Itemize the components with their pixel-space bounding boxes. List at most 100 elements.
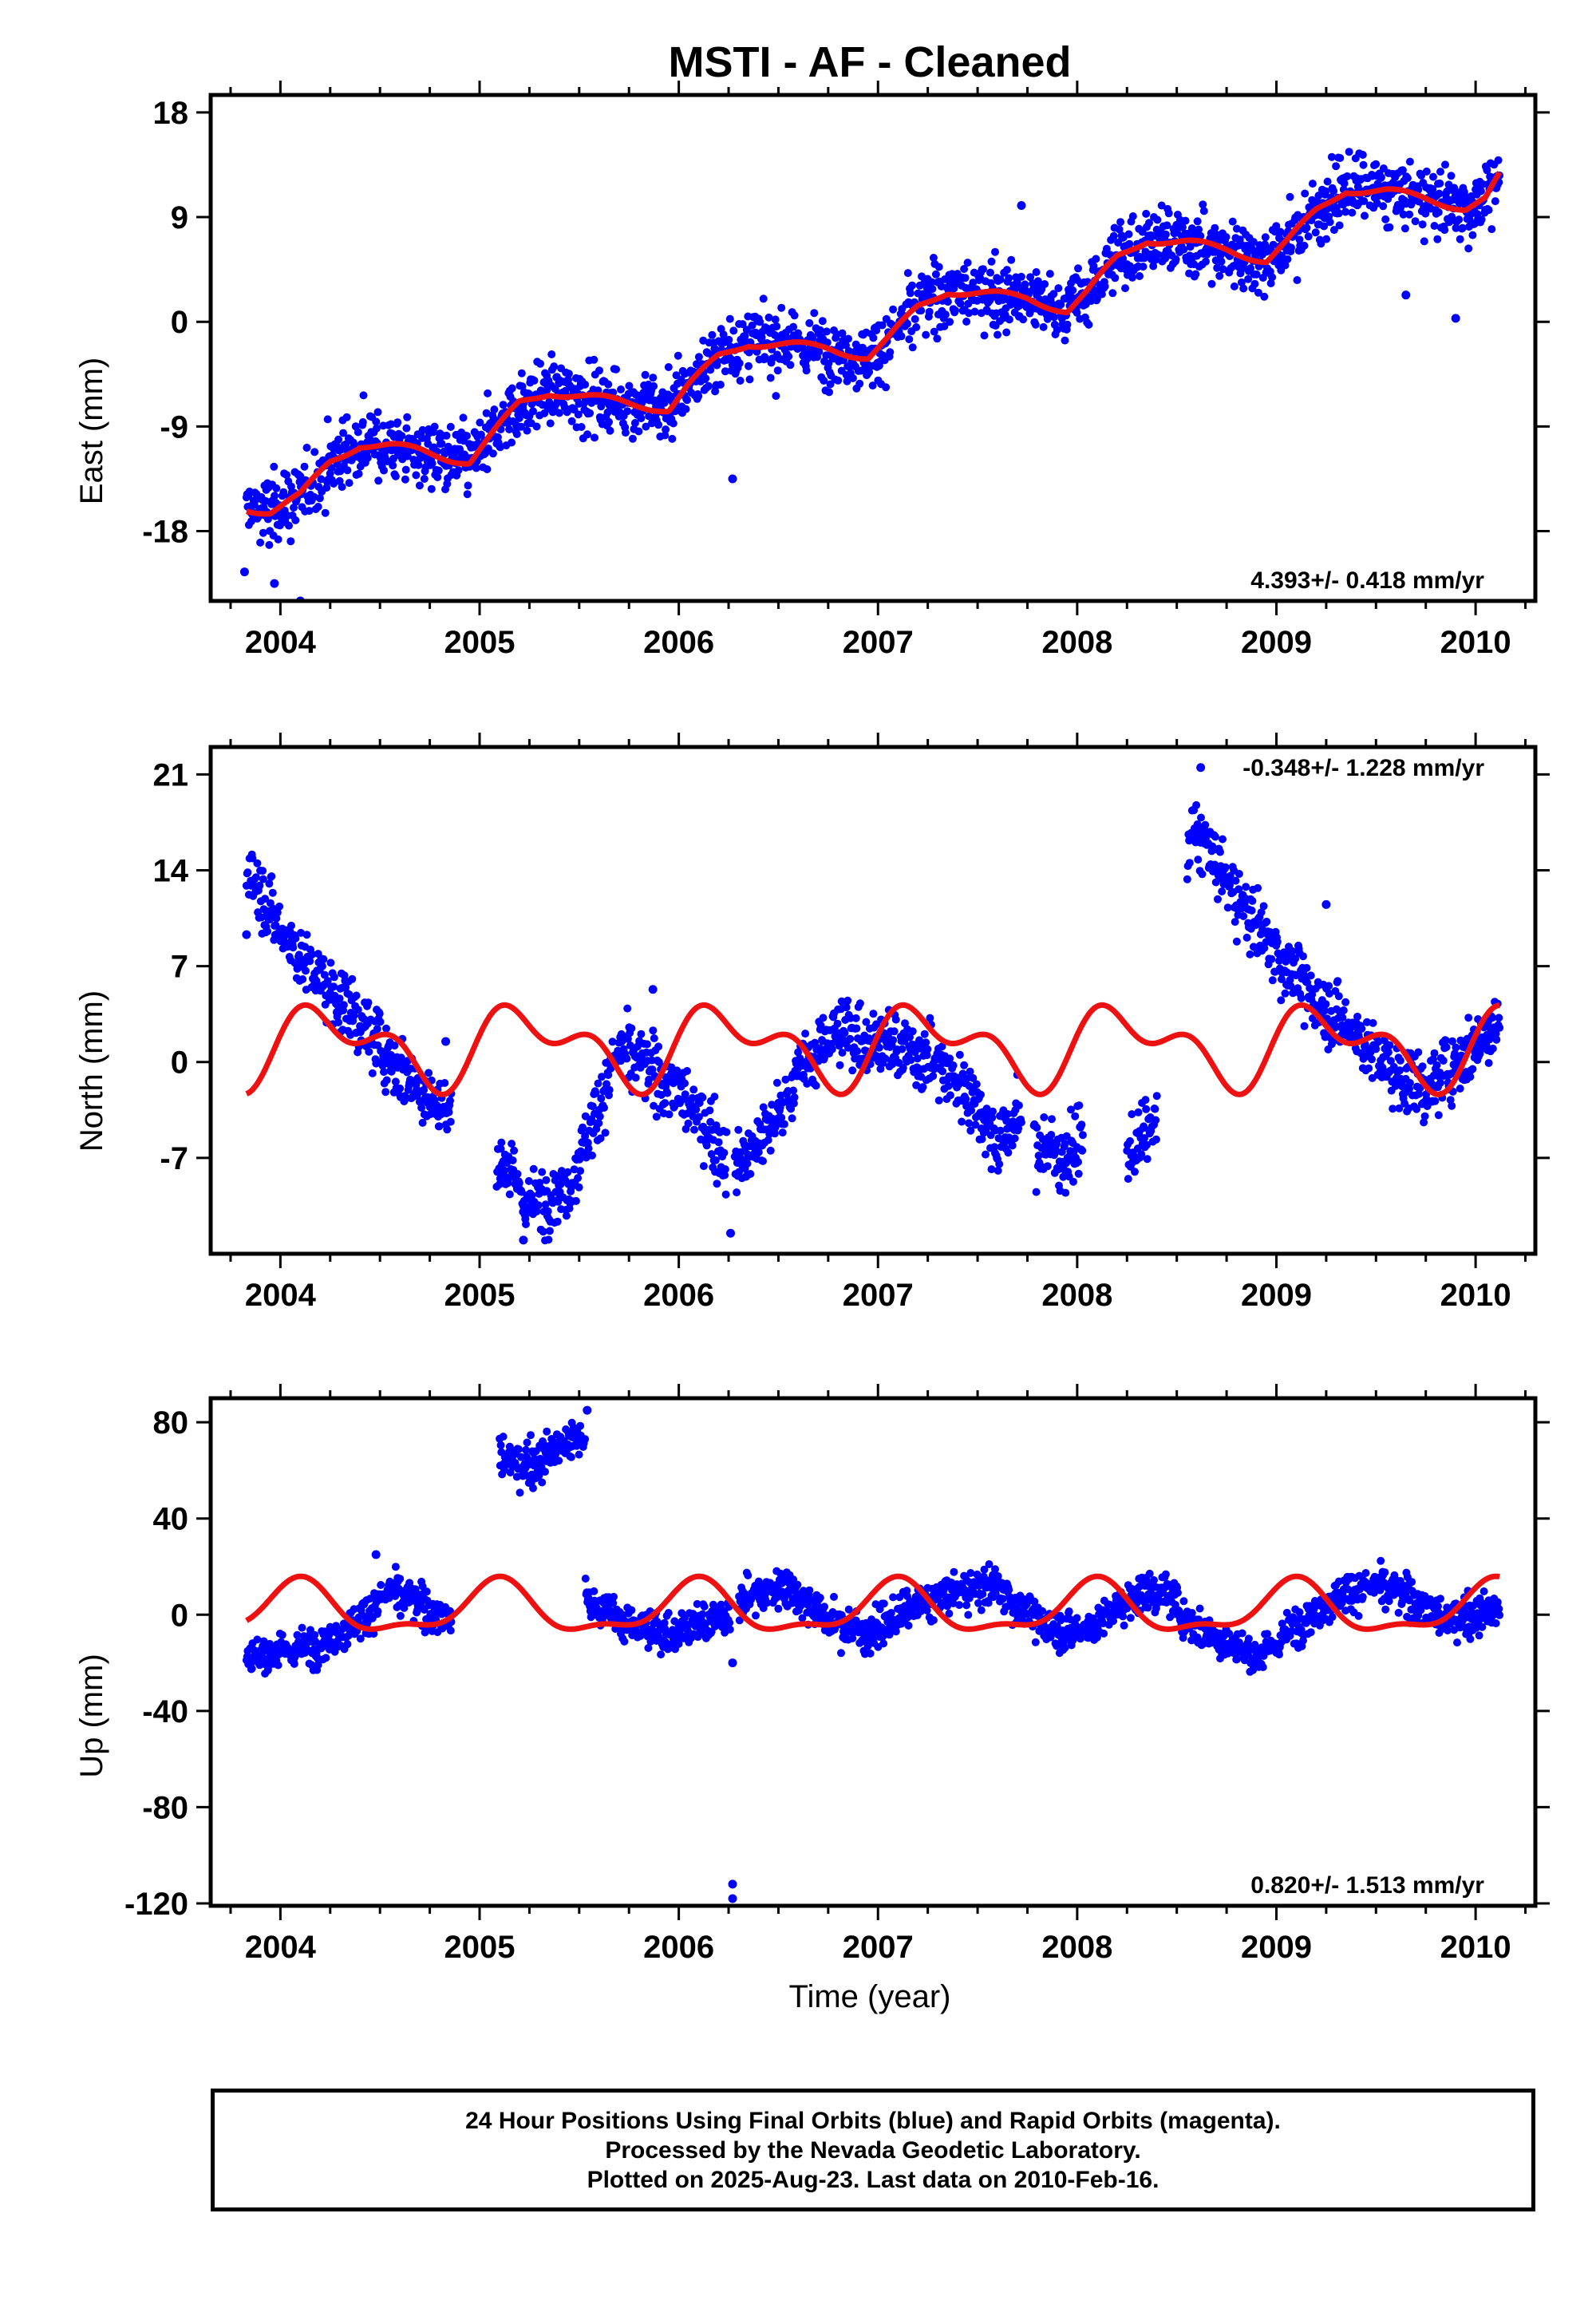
data-point — [433, 473, 442, 481]
data-point — [1276, 227, 1285, 236]
data-point — [358, 418, 367, 426]
data-point — [318, 962, 326, 970]
data-point — [778, 1128, 787, 1137]
y-axis-label: East (mm) — [74, 358, 109, 504]
data-point — [1254, 919, 1263, 927]
data-point — [771, 315, 780, 324]
data-point — [515, 1445, 523, 1453]
data-point — [1057, 300, 1065, 309]
data-point — [274, 1661, 282, 1670]
data-point — [1128, 212, 1137, 220]
data-point — [823, 327, 831, 336]
data-point — [1247, 906, 1256, 915]
data-point — [1450, 184, 1459, 192]
data-point — [1385, 223, 1394, 231]
data-point — [733, 1188, 741, 1197]
data-point — [298, 1623, 306, 1632]
data-point — [513, 1170, 522, 1178]
data-point — [538, 1478, 547, 1487]
data-point — [1021, 280, 1029, 289]
data-point — [544, 1235, 553, 1244]
data-point — [484, 445, 492, 453]
data-point — [692, 1105, 701, 1114]
data-point — [946, 1054, 954, 1063]
data-point — [1443, 187, 1452, 196]
data-point — [396, 1575, 405, 1583]
data-point — [1034, 1152, 1043, 1160]
data-point — [943, 298, 952, 306]
data-point — [966, 1067, 974, 1076]
data-point — [1396, 1066, 1404, 1075]
data-point — [1186, 243, 1195, 251]
data-point — [1334, 992, 1343, 1001]
data-point — [773, 366, 782, 375]
data-point — [820, 1603, 828, 1611]
data-point — [505, 1190, 514, 1199]
data-point — [598, 1613, 607, 1622]
data-point — [1128, 273, 1136, 282]
data-point — [908, 343, 917, 352]
data-point — [567, 417, 576, 425]
data-point — [267, 872, 276, 880]
data-point — [1317, 239, 1325, 248]
data-point — [693, 1599, 701, 1608]
data-point — [912, 1081, 921, 1089]
data-point — [1235, 885, 1243, 894]
data-point — [941, 310, 950, 319]
data-point — [1061, 336, 1069, 345]
data-point — [904, 1621, 913, 1630]
data-point — [373, 1607, 382, 1615]
data-point — [1385, 1041, 1394, 1049]
data-point — [1414, 1048, 1423, 1057]
data-point — [1199, 207, 1208, 215]
data-point — [846, 1034, 855, 1043]
data-point — [889, 305, 898, 314]
data-point — [1327, 152, 1336, 161]
data-point — [1299, 952, 1307, 961]
data-point — [701, 374, 710, 383]
data-point — [251, 873, 260, 882]
data-point — [721, 367, 729, 376]
data-point — [308, 950, 317, 958]
data-point — [1071, 1112, 1080, 1120]
data-point — [920, 1030, 929, 1038]
data-point — [1321, 1000, 1330, 1009]
data-point — [989, 1107, 997, 1116]
data-point — [1325, 990, 1333, 998]
data-point — [654, 1057, 663, 1066]
data-point — [1348, 208, 1357, 217]
data-point — [1026, 273, 1035, 282]
data-point — [990, 1143, 999, 1152]
data-point — [1456, 235, 1464, 243]
data-point — [668, 434, 677, 443]
data-point — [265, 879, 274, 888]
data-point — [721, 1190, 730, 1199]
data-point — [1389, 1105, 1397, 1113]
data-point — [777, 1113, 786, 1122]
data-point — [674, 351, 682, 360]
data-point — [1232, 224, 1241, 233]
data-point — [365, 1047, 373, 1056]
data-point — [1260, 944, 1269, 952]
data-point — [588, 1102, 597, 1111]
data-point — [259, 875, 267, 883]
data-point — [594, 1079, 602, 1088]
data-point — [1268, 273, 1277, 282]
x-tick-label: 2008 — [1041, 1278, 1112, 1313]
data-point — [735, 1616, 744, 1625]
data-point — [934, 1096, 943, 1105]
data-point — [1059, 1172, 1068, 1181]
data-point — [1109, 231, 1118, 240]
data-point — [1152, 1116, 1160, 1124]
data-point — [1254, 883, 1262, 892]
data-point — [575, 1183, 583, 1192]
data-point — [1249, 238, 1258, 247]
data-point — [576, 1167, 585, 1176]
data-point — [396, 1611, 405, 1620]
data-point — [1152, 1135, 1160, 1144]
data-point — [600, 1104, 608, 1112]
data-point — [454, 466, 463, 475]
data-point — [382, 1024, 390, 1033]
data-point — [649, 373, 658, 382]
data-point — [563, 1168, 572, 1176]
